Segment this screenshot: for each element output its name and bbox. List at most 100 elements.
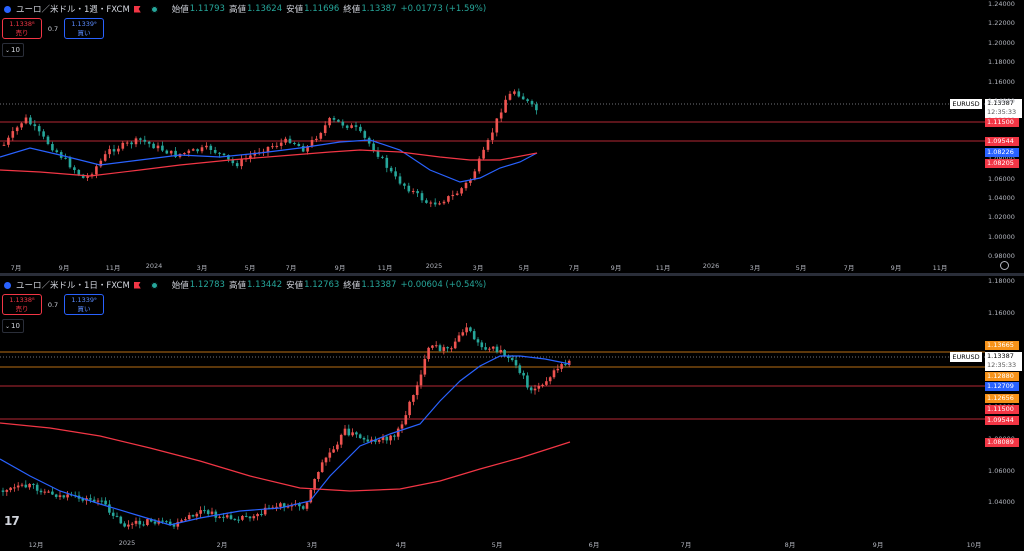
moving-average-short: [0, 355, 571, 526]
candle-body: [309, 489, 313, 503]
candle-body: [541, 384, 544, 387]
candle-body: [447, 196, 450, 202]
candle-body: [438, 345, 442, 351]
candle-body: [42, 131, 45, 137]
daily-chart-canvas[interactable]: [0, 276, 1024, 551]
candle-body: [143, 139, 147, 142]
candle-body: [425, 200, 428, 203]
time-axis-label: 11月: [655, 264, 671, 272]
flag-icon[interactable]: [133, 5, 141, 13]
price-level-tag: 1.08226: [985, 148, 1019, 157]
candle-body: [191, 149, 195, 151]
candle-body: [86, 176, 89, 178]
open-value: 1.11793: [189, 4, 225, 14]
candle-body: [420, 193, 424, 201]
chart-title[interactable]: ユーロ／米ドル・1週・FXCM: [16, 5, 130, 15]
time-axis-label: 11月: [932, 264, 948, 272]
spread-value: 0.7: [47, 300, 59, 309]
candle-body: [161, 145, 164, 151]
time-axis-label: 5月: [795, 264, 807, 272]
current-price-tag: 1.13387 12:35:33: [985, 99, 1022, 118]
time-axis-label: 4月: [395, 541, 407, 549]
candle-body: [20, 123, 23, 128]
candle-body: [367, 137, 371, 144]
candle-body: [499, 349, 503, 353]
time-axis-label: 3月: [472, 264, 484, 272]
candle-body: [13, 487, 16, 489]
candle-body: [408, 401, 411, 416]
buy-button[interactable]: 1.1339⁹ 買い: [64, 294, 104, 315]
candle-body: [16, 485, 20, 488]
time-axis-label: 3月: [306, 541, 318, 549]
candle-body: [54, 494, 58, 497]
candle-body: [266, 146, 270, 152]
candle-body: [354, 125, 358, 127]
candle-body: [533, 388, 537, 391]
candle-body: [213, 149, 217, 153]
candle-body: [77, 170, 81, 175]
price-level-tag: 1.09544: [985, 137, 1019, 146]
price-axis-label: 1.22000: [988, 19, 1015, 28]
candle-body: [317, 472, 320, 479]
time-axis-label: 9月: [872, 541, 884, 549]
candle-body: [429, 202, 433, 204]
candle-body: [199, 510, 202, 514]
candle-body: [319, 133, 323, 139]
candle-body: [460, 188, 463, 194]
candle-body: [301, 146, 305, 152]
time-axis-label: 11月: [377, 264, 393, 272]
flag-icon[interactable]: [133, 281, 141, 289]
daily-chart-pane[interactable]: ユーロ／米ドル・1日・FXCM 始値 1.12783 高値 1.13442 安値 1.…: [0, 276, 1024, 551]
candle-body: [108, 504, 111, 513]
close-label: 終値: [343, 5, 361, 15]
candle-body: [2, 144, 6, 146]
bar-countdown: 12:35:33: [987, 361, 1017, 369]
candle-body: [134, 520, 138, 524]
open-label: 始値: [171, 281, 189, 291]
candle-body: [282, 503, 286, 507]
candle-body: [279, 142, 283, 146]
candle-body: [227, 155, 230, 160]
candle-body: [28, 483, 31, 488]
candle-body: [125, 142, 129, 144]
buy-button[interactable]: 1.1339⁹ 買い: [64, 18, 104, 39]
price-level-tag: 1.12656: [985, 394, 1019, 403]
candle-body: [495, 346, 499, 353]
candle-body: [275, 506, 278, 508]
indicators-toggle-button[interactable]: ⌄10: [2, 43, 24, 57]
candle-body: [486, 140, 490, 150]
indicators-toggle-button[interactable]: ⌄10: [2, 319, 24, 333]
candle-body: [286, 506, 290, 508]
candle-body: [231, 159, 235, 164]
candle-body: [305, 502, 309, 509]
close-value: 1.13387: [361, 4, 397, 14]
candle-body: [381, 436, 385, 441]
candle-body: [376, 150, 380, 157]
candle-body: [480, 342, 484, 348]
candle-body: [438, 203, 441, 205]
candle-body: [457, 335, 461, 342]
weekly-chart-canvas[interactable]: [0, 0, 1024, 274]
candle-body: [446, 347, 449, 349]
settings-icon[interactable]: [1000, 261, 1009, 270]
candle-body: [476, 339, 480, 343]
candle-body: [556, 368, 560, 371]
buy-label: 買い: [77, 305, 91, 313]
candle-body: [389, 167, 393, 172]
candle-body: [477, 158, 481, 172]
pane-divider[interactable]: [0, 273, 1024, 276]
candle-body: [427, 347, 430, 359]
chart-title[interactable]: ユーロ／米ドル・1日・FXCM: [16, 281, 130, 291]
time-axis-label: 7月: [568, 264, 580, 272]
candle-body: [147, 141, 151, 144]
tradingview-logo-icon[interactable]: 17: [4, 514, 20, 528]
sell-price: 1.1338⁸: [9, 296, 35, 304]
buy-label: 買い: [77, 29, 91, 37]
weekly-chart-pane[interactable]: ユーロ／米ドル・1週・FXCM 始値 1.11793 高値 1.13624 安値 1.…: [0, 0, 1024, 274]
sell-button[interactable]: 1.1338⁸ 売り: [2, 18, 42, 39]
candle-body: [119, 516, 123, 524]
sell-button[interactable]: 1.1338⁸ 売り: [2, 294, 42, 315]
time-axis-label: 2025: [118, 539, 136, 547]
low-label: 安値: [286, 5, 304, 15]
candle-body: [7, 137, 10, 145]
